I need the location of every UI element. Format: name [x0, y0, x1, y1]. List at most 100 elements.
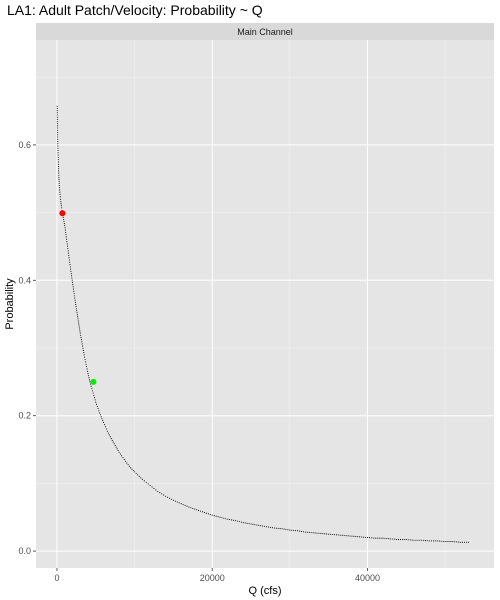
curve-point [421, 539, 423, 541]
curve-point [107, 432, 109, 434]
curve-point [102, 420, 104, 422]
curve-point [234, 520, 237, 522]
curve-point [399, 539, 402, 541]
curve-point [293, 529, 295, 531]
curve-point [390, 538, 392, 540]
curve-point [147, 483, 149, 485]
curve-point [57, 156, 59, 158]
curve-point [71, 275, 73, 277]
curve-point [363, 536, 365, 538]
curve-point [57, 134, 59, 136]
curve-point [246, 522, 248, 524]
curve-point [57, 152, 59, 154]
curve-point [192, 507, 194, 509]
curve-point [295, 530, 297, 532]
curve-point [326, 533, 328, 535]
curve-point [174, 500, 176, 502]
curve-point [427, 540, 429, 542]
curve-point [68, 259, 70, 261]
curve-point [74, 301, 76, 303]
curve-point [289, 529, 291, 531]
curve-point [90, 385, 92, 387]
curve-point [88, 379, 91, 381]
curve-point [238, 521, 240, 523]
curve-point [386, 538, 388, 540]
curve-point [108, 434, 110, 436]
curve-point [61, 207, 63, 209]
curve-point [316, 532, 318, 534]
curve-point [434, 540, 436, 542]
curve-point [127, 464, 129, 466]
curve-point [67, 250, 69, 252]
curve-point [102, 421, 105, 424]
y-tick-label: 0.0 [18, 546, 31, 556]
curve-point [465, 541, 467, 543]
curve-point [60, 205, 62, 207]
curve-point [450, 541, 452, 543]
curve-point [77, 316, 79, 318]
curve-point [229, 519, 231, 521]
curve-point [242, 522, 244, 524]
curve-point [425, 540, 427, 542]
curve-point [374, 537, 376, 539]
curve-point [64, 224, 66, 227]
curve-point [89, 381, 91, 383]
y-tick-label: 0.6 [18, 140, 31, 150]
curve-point [92, 392, 94, 394]
curve-point [444, 541, 446, 543]
curve-point [430, 540, 433, 542]
curve-point [84, 356, 86, 358]
curve-point [70, 268, 72, 270]
curve-point [83, 352, 85, 354]
curve-point [359, 536, 361, 538]
curve-point [63, 218, 65, 220]
curve-point [104, 426, 107, 428]
curve-point [106, 430, 108, 432]
curve-point [66, 245, 69, 247]
curve-point [401, 539, 403, 541]
curve-point [59, 193, 61, 195]
curve-point [209, 513, 211, 516]
curve-point [454, 541, 456, 543]
curve-point [79, 332, 81, 334]
curve-point [462, 541, 464, 543]
curve-point [72, 288, 75, 290]
curve-point [331, 533, 334, 536]
curve-point [324, 533, 326, 535]
curve-point [73, 295, 75, 297]
curve-point [57, 147, 59, 149]
curve-point [157, 490, 159, 493]
curve-point [121, 455, 123, 457]
curve-point [384, 537, 386, 539]
curve-point [72, 284, 74, 286]
curve-point [217, 516, 219, 518]
curve-point [163, 494, 165, 496]
curve-point [407, 539, 409, 541]
curve-point [99, 412, 101, 414]
curve-point [341, 534, 343, 536]
curve-point [67, 247, 69, 250]
curve-point [93, 397, 96, 399]
curve-point [201, 511, 204, 513]
curve-point [137, 474, 139, 476]
curve-point [273, 527, 275, 529]
curve-point [368, 537, 370, 539]
curve-point [318, 532, 320, 534]
curve-point [118, 451, 120, 453]
curve-point [244, 522, 246, 524]
curve-point [205, 512, 207, 514]
strip-background [36, 23, 494, 40]
curve-point [80, 339, 82, 341]
curve-point [300, 530, 303, 532]
grid-lines [36, 40, 494, 568]
curve-point [353, 535, 355, 537]
curve-point [112, 441, 114, 443]
curve-point [370, 537, 372, 539]
curve-point [200, 510, 202, 512]
curve-point [82, 345, 84, 347]
curve-point [66, 241, 68, 243]
curve-point [304, 531, 306, 533]
curve-point [96, 405, 98, 408]
curve-point [101, 418, 103, 420]
curve-point [56, 123, 58, 125]
